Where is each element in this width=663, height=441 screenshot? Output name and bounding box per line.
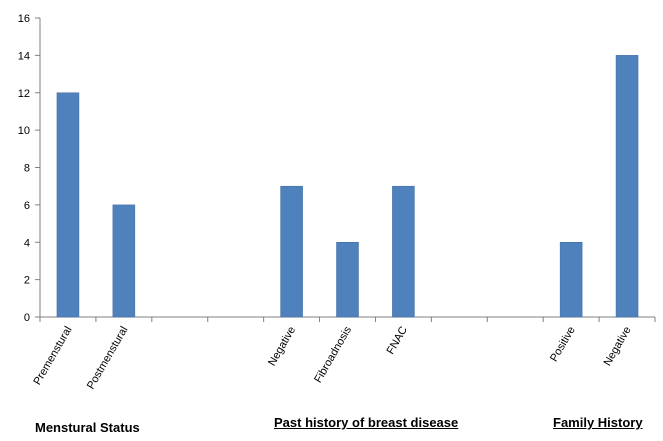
x-tick-label: Postmenstural [85, 325, 131, 392]
y-tick-label: 12 [18, 88, 30, 100]
x-tick-label: Positive [548, 325, 578, 364]
bar [615, 55, 639, 318]
bar [112, 204, 136, 318]
bar [56, 92, 80, 318]
x-tick-label: Premenstural [31, 325, 74, 388]
y-tick-label: 4 [24, 237, 30, 249]
y-tick-label: 8 [24, 163, 30, 175]
bar [336, 242, 359, 318]
y-tick-label: 2 [24, 275, 30, 287]
x-tick-label: Negative [602, 325, 634, 369]
group-label-family-history: Family History [553, 415, 643, 430]
bar [280, 185, 303, 318]
y-tick-label: 14 [18, 50, 30, 62]
group-label-menstural-status: Menstural Status [35, 420, 140, 435]
x-tick-label: Negative [266, 325, 298, 369]
group-label-past-history: Past history of breast disease [274, 415, 459, 430]
bar [392, 185, 415, 318]
y-tick-label: 0 [24, 312, 30, 324]
y-tick-label: 16 [18, 13, 30, 25]
bar [559, 242, 583, 318]
y-tick-label: 6 [24, 200, 30, 212]
x-tick-label: FNAC [385, 324, 410, 356]
x-tick-label: Fibroadnosis [312, 324, 354, 385]
y-tick-label: 10 [18, 125, 30, 137]
